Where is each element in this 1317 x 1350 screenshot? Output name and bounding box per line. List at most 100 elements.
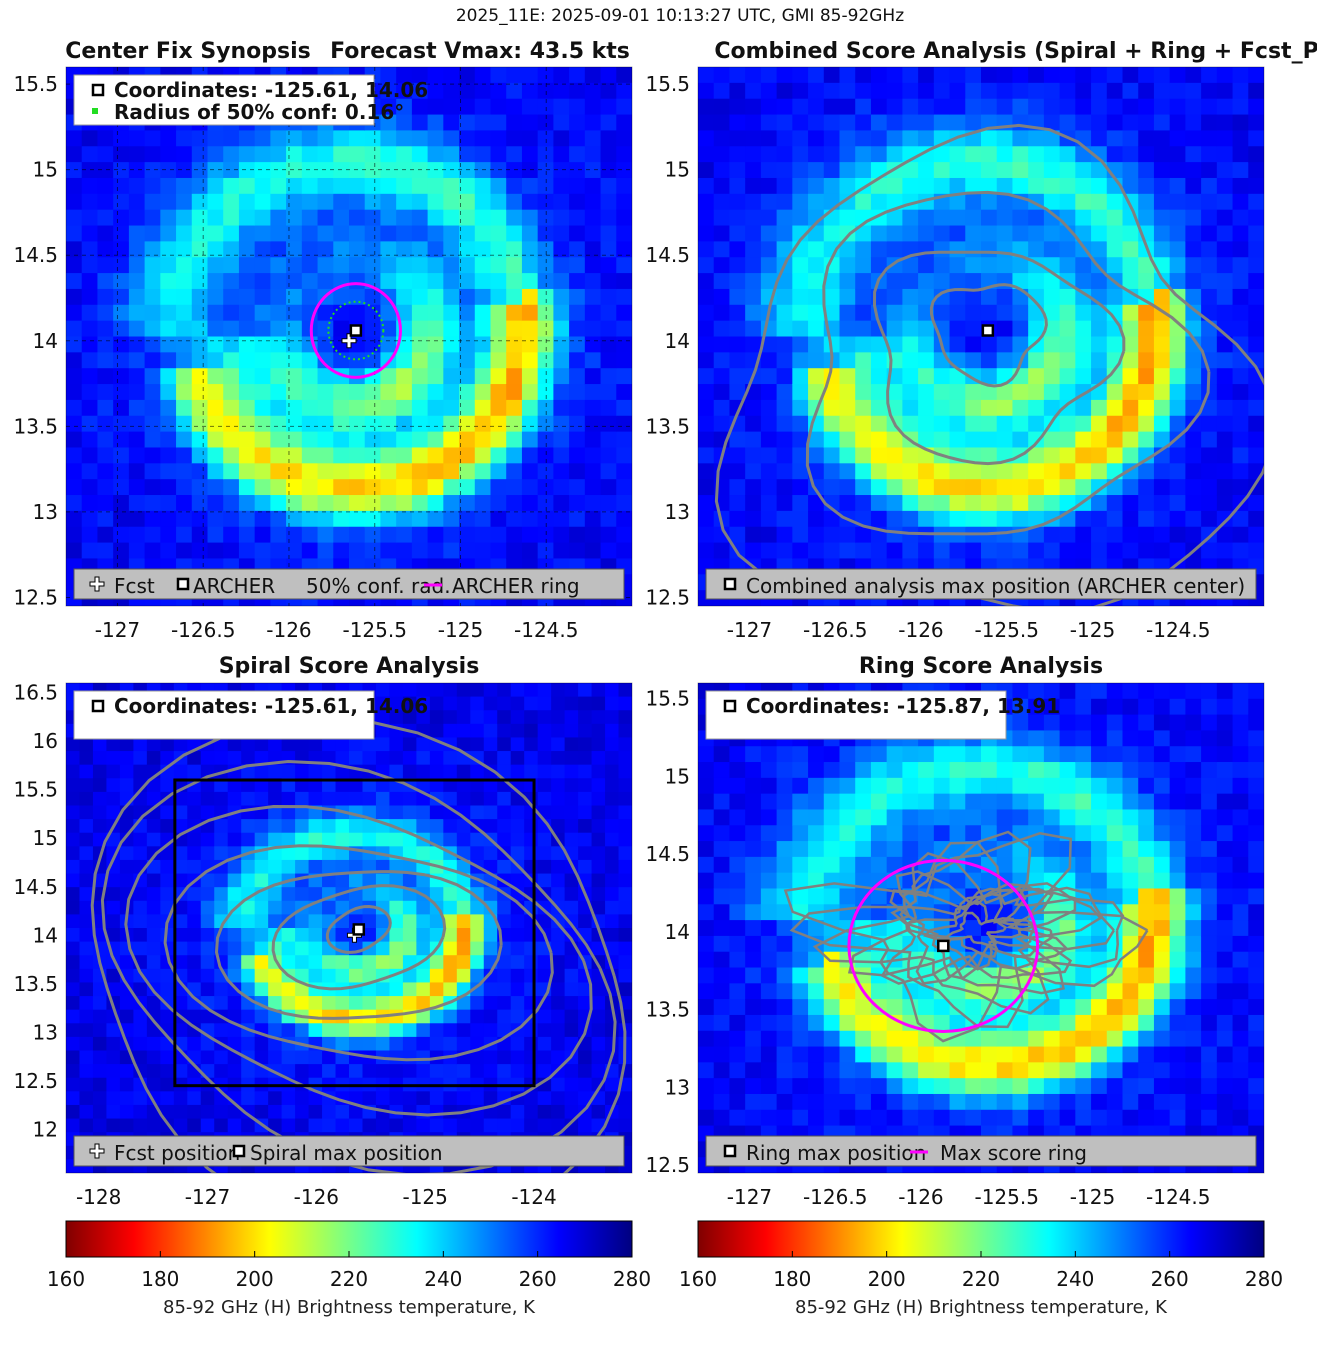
heatmap-cell: [207, 241, 224, 258]
heatmap-cell: [584, 526, 602, 544]
heatmap-cell: [411, 304, 429, 322]
heatmap-cell: [1091, 762, 1108, 779]
heatmap-cell: [160, 288, 177, 306]
heatmap-cell: [281, 737, 296, 752]
heatmap-cell: [760, 809, 778, 826]
heatmap-cell: [760, 762, 778, 779]
heatmap-cell: [317, 304, 334, 322]
heatmap-cell: [128, 368, 146, 385]
heatmap-cell: [281, 928, 296, 943]
heatmap-cell: [227, 968, 242, 984]
heatmap-cell: [295, 778, 310, 793]
heatmap-cell: [238, 225, 256, 242]
heatmap-cell: [1122, 983, 1139, 1000]
heatmap-cell: [106, 737, 121, 752]
heatmap-cell: [1122, 872, 1139, 890]
heatmap-cell: [443, 399, 460, 417]
heatmap-cell: [521, 320, 539, 338]
heatmap-cell: [92, 1118, 108, 1133]
heatmap-cell: [551, 859, 566, 875]
legend-ring: ARCHER ring: [452, 574, 580, 598]
heatmap-cell: [443, 1023, 458, 1038]
heatmap-cell: [729, 320, 746, 338]
heatmap-cell: [506, 415, 523, 433]
heatmap-cell: [1169, 368, 1186, 385]
heatmap-cell: [429, 764, 444, 779]
heatmap-cell: [823, 399, 841, 417]
heatmap-cell: [92, 751, 108, 766]
y-tick-label: 14: [33, 923, 58, 947]
heatmap-cell: [1153, 241, 1171, 258]
heatmap-cell: [776, 542, 793, 560]
heatmap-cell: [808, 273, 825, 290]
heatmap-cell: [965, 1078, 982, 1095]
heatmap-cell: [490, 384, 507, 401]
heatmap-cell: [1075, 526, 1092, 544]
heatmap-cell: [1138, 320, 1155, 338]
heatmap-cell: [268, 778, 283, 793]
heatmap-cell: [839, 146, 856, 163]
y-tick-label: 15: [33, 826, 58, 850]
heatmap-cell: [443, 273, 460, 290]
heatmap-cell: [1185, 352, 1202, 369]
heatmap-cell: [1169, 526, 1186, 544]
heatmap-cell: [521, 273, 539, 290]
heatmap-cell: [443, 982, 458, 997]
heatmap-cell: [176, 495, 193, 512]
heatmap-cell: [1169, 510, 1186, 528]
heatmap-cell: [1059, 1062, 1076, 1079]
heatmap-cell: [483, 887, 498, 902]
heatmap-cell: [459, 114, 476, 132]
heatmap-cell: [375, 914, 391, 929]
heatmap-cell: [698, 856, 715, 874]
heatmap-cell: [322, 846, 337, 861]
heatmap-cell: [839, 888, 856, 905]
heatmap-cell: [270, 352, 287, 369]
heatmap-cell: [144, 479, 161, 496]
heatmap-cell: [965, 288, 982, 306]
heatmap-cell: [981, 479, 998, 496]
heatmap-cell: [698, 495, 715, 512]
heatmap-cell: [427, 82, 444, 100]
heatmap-cell: [173, 859, 188, 875]
heatmap-cell: [760, 1062, 778, 1079]
heatmap-cell: [713, 888, 731, 905]
heatmap-cell: [1075, 951, 1092, 969]
heatmap-cell: [375, 805, 391, 820]
heatmap-cell: [286, 415, 303, 433]
heatmap-cell: [81, 415, 99, 433]
heatmap-cell: [886, 510, 903, 528]
heatmap-cell: [402, 941, 417, 956]
heatmap-cell: [238, 162, 256, 179]
heatmap-cell: [870, 114, 888, 132]
heatmap-cell: [1169, 162, 1186, 179]
heatmap-cell: [760, 384, 778, 401]
heatmap-cell: [521, 384, 539, 401]
heatmap-cell: [569, 304, 586, 322]
heatmap-cell: [698, 463, 715, 480]
heatmap-cell: [745, 1014, 762, 1032]
heatmap-cell: [1028, 336, 1045, 353]
heatmap-cell: [1232, 384, 1249, 401]
heatmap-cell: [1153, 399, 1171, 417]
heatmap-cell: [1106, 542, 1124, 560]
heatmap-cell: [713, 1046, 731, 1063]
heatmap-cell: [1153, 935, 1171, 953]
heatmap-cell: [200, 1009, 215, 1024]
heatmap-cell: [537, 495, 554, 512]
heatmap-cell: [133, 914, 148, 929]
heatmap-cell: [745, 841, 762, 858]
heatmap-cell: [286, 463, 303, 480]
heatmap-cell: [839, 114, 856, 132]
heatmap-cell: [855, 336, 872, 353]
heatmap-cell: [605, 696, 620, 711]
heatmap-cell: [1153, 320, 1171, 338]
heatmap-cell: [823, 1030, 841, 1048]
heatmap-cell: [949, 241, 966, 258]
heatmap-cell: [1106, 888, 1124, 905]
heatmap-cell: [823, 510, 841, 528]
heatmap-cell: [729, 431, 746, 449]
heatmap-cell: [564, 1091, 579, 1106]
heatmap-cell: [223, 463, 240, 480]
heatmap-cell: [1138, 683, 1155, 700]
